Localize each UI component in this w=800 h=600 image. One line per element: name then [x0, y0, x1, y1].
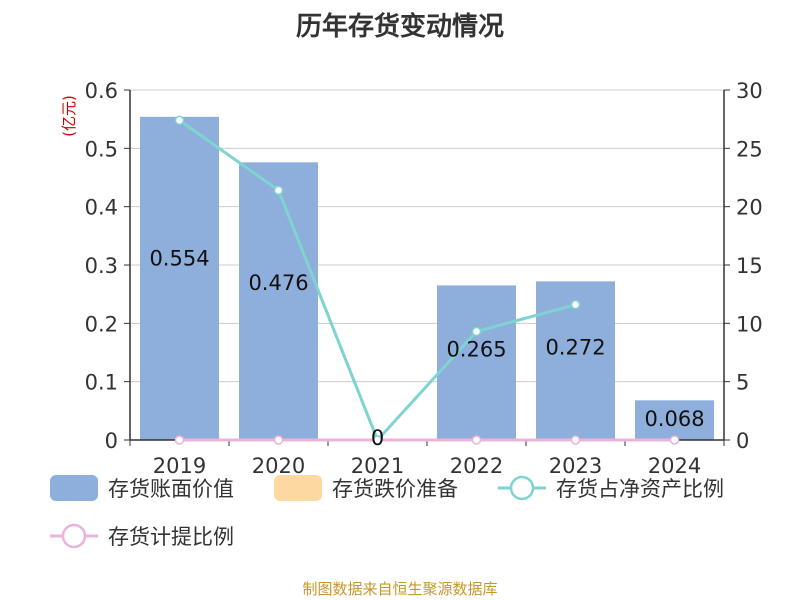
point-net-asset-ratio [471, 326, 482, 337]
series-line-net-asset-ratio [178, 119, 576, 443]
bar-2020 [239, 162, 318, 441]
source-credit: 制图数据来自恒生聚源数据库 [302, 580, 498, 598]
y-left-tick-label: 0.1 [85, 371, 118, 395]
point-net-asset-ratio [372, 435, 383, 445]
y-unit-label: (亿元) [60, 95, 78, 137]
point-net-asset-ratio [570, 299, 581, 310]
y-right-tick-label: 10 [736, 312, 763, 336]
y-right-tick-label: 25 [736, 137, 763, 161]
y-left-tick-label: 0.4 [85, 196, 118, 220]
y-left-tick-label: 0.3 [85, 254, 118, 278]
y-left-tick-label: 0.6 [85, 79, 118, 103]
data-label-2023: 0.272 [545, 335, 605, 359]
chart-title: 历年存货变动情况 [295, 12, 504, 42]
point-provision-ratio [570, 435, 581, 445]
data-label-2024: 0.068 [644, 407, 704, 431]
x-tick-label: 2022 [450, 454, 503, 478]
legend-marker [509, 475, 535, 501]
bar-2024 [635, 400, 714, 440]
point-net-asset-ratio [174, 115, 185, 126]
legend-marker [61, 523, 87, 549]
point-provision-ratio [471, 435, 482, 445]
y-left-tick-label: 0.2 [85, 312, 118, 336]
point-provision-ratio [669, 435, 680, 445]
data-label-2020: 0.476 [248, 271, 308, 295]
point-net-asset-ratio [273, 185, 284, 196]
y-right-tick-label: 30 [736, 79, 763, 103]
data-label-2021: 0 [371, 426, 384, 450]
legend-swatch [274, 475, 322, 501]
legend-label: 存货跌价准备 [332, 477, 458, 501]
legend-swatch [50, 475, 98, 501]
data-label-2019: 0.554 [149, 246, 209, 270]
point-provision-ratio [174, 435, 185, 445]
legend-label: 存货占净资产比例 [556, 477, 724, 501]
legend-label: 存货账面价值 [108, 477, 234, 501]
x-tick-label: 2021 [351, 454, 404, 478]
y-left-tick-label: 0.5 [85, 137, 118, 161]
bar-2019 [140, 116, 219, 440]
x-tick-label: 2019 [153, 454, 206, 478]
y-left-tick-label: 0 [105, 429, 118, 453]
data-label-2022: 0.265 [446, 338, 506, 362]
x-tick-label: 2023 [549, 454, 602, 478]
legend-label: 存货计提比例 [108, 525, 234, 549]
x-tick-label: 2020 [252, 454, 305, 478]
point-provision-ratio [273, 435, 284, 445]
y-right-tick-label: 15 [736, 254, 763, 278]
y-right-tick-label: 20 [736, 196, 763, 220]
y-right-tick-label: 0 [736, 429, 749, 453]
x-tick-label: 2024 [648, 454, 701, 478]
bar-2022 [437, 285, 516, 440]
y-right-tick-label: 5 [736, 371, 749, 395]
